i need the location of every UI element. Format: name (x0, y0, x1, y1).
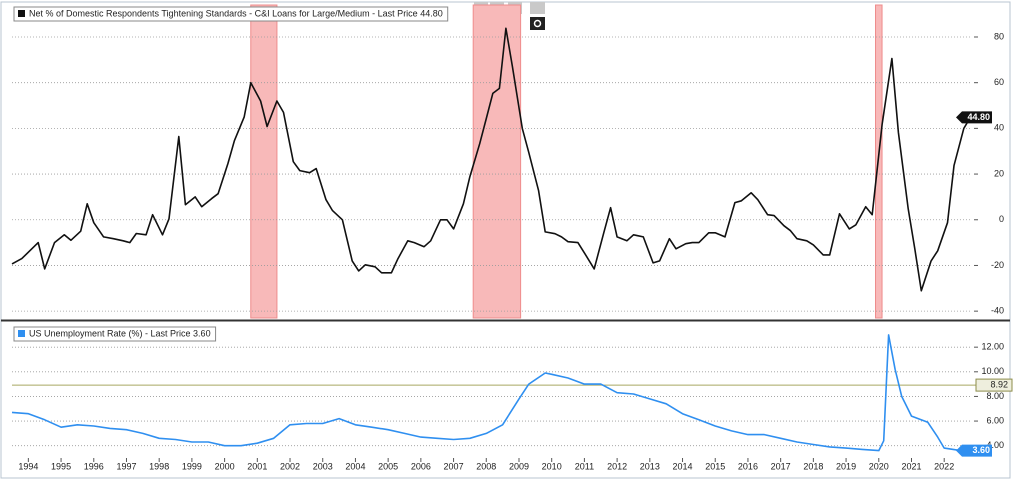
x-tick-label: 2012 (607, 461, 627, 471)
x-tick-label: 2016 (738, 461, 758, 471)
x-tick-label: 1997 (116, 461, 136, 471)
legend-swatch (18, 330, 25, 337)
x-tick-label: 2005 (378, 461, 398, 471)
x-tick-label: 2013 (640, 461, 660, 471)
x-tick-label: 2022 (934, 461, 954, 471)
x-tick-label: 2006 (411, 461, 431, 471)
x-tick-label: 1994 (18, 461, 38, 471)
series-line (11, 27, 972, 292)
x-tick-label: 2020 (869, 461, 889, 471)
x-tick-label: 1996 (84, 461, 104, 471)
last-price-label: 3.60 (972, 445, 990, 455)
legend-label: Net % of Domestic Respondents Tightening… (29, 8, 443, 18)
tool-icon[interactable] (530, 2, 545, 14)
frame (0, 1, 1011, 479)
legend-label: US Unemployment Rate (%) - Last Price 3.… (29, 328, 211, 338)
x-tick-label: 2021 (901, 461, 921, 471)
x-tick-label: 2019 (836, 461, 856, 471)
legend-swatch (18, 10, 25, 17)
x-tick-label: 1998 (149, 461, 169, 471)
x-tick-label: 2000 (215, 461, 235, 471)
y-tick-label: -20 (991, 260, 1004, 270)
recession-band (250, 4, 278, 319)
x-tick-label: 2001 (247, 461, 267, 471)
x-tick-label: 2007 (444, 461, 464, 471)
x-tick-label: 2003 (313, 461, 333, 471)
x-tick-label: 2014 (673, 461, 693, 471)
y-tick-label: 10.00 (981, 366, 1004, 376)
last-price-tag (956, 444, 992, 457)
x-tick-label: 2008 (476, 461, 496, 471)
y-tick-label: 4.00 (986, 440, 1004, 450)
y-tick-label: 20 (994, 168, 1004, 178)
x-tick-label: 2010 (542, 461, 562, 471)
settings-gear (533, 19, 542, 28)
y-tick-label: 40 (994, 123, 1004, 133)
x-tick-label: 2009 (509, 461, 529, 471)
y-tick-label: 60 (994, 77, 1004, 87)
last-price-label: 44.80 (967, 112, 990, 122)
legend-box (13, 326, 217, 342)
y-tick-label: -40 (991, 306, 1004, 316)
x-tick-label: 2017 (771, 461, 791, 471)
last-price-tag (956, 111, 992, 124)
x-tick-label: 2011 (575, 461, 594, 471)
x-tick-label: 2002 (280, 461, 300, 471)
x-tick-label: 1999 (182, 461, 202, 471)
recession-band (472, 4, 522, 319)
x-tick-label: 2015 (705, 461, 725, 471)
y-tick-label: 12.00 (981, 342, 1004, 352)
settings-icon[interactable] (530, 17, 545, 30)
x-tick-label: 2004 (345, 461, 365, 471)
series-line (11, 334, 971, 452)
y-tick-label: 0 (999, 214, 1004, 224)
reference-label: 8.92 (990, 379, 1008, 389)
y-tick-label: 8.00 (986, 391, 1004, 401)
x-tick-label: 2018 (803, 461, 823, 471)
x-tick-label: 1995 (51, 461, 71, 471)
legend-box (13, 6, 449, 22)
y-tick-label: 80 (994, 31, 1004, 41)
y-tick-label: 6.00 (986, 415, 1004, 425)
reference-tag (975, 378, 1013, 392)
